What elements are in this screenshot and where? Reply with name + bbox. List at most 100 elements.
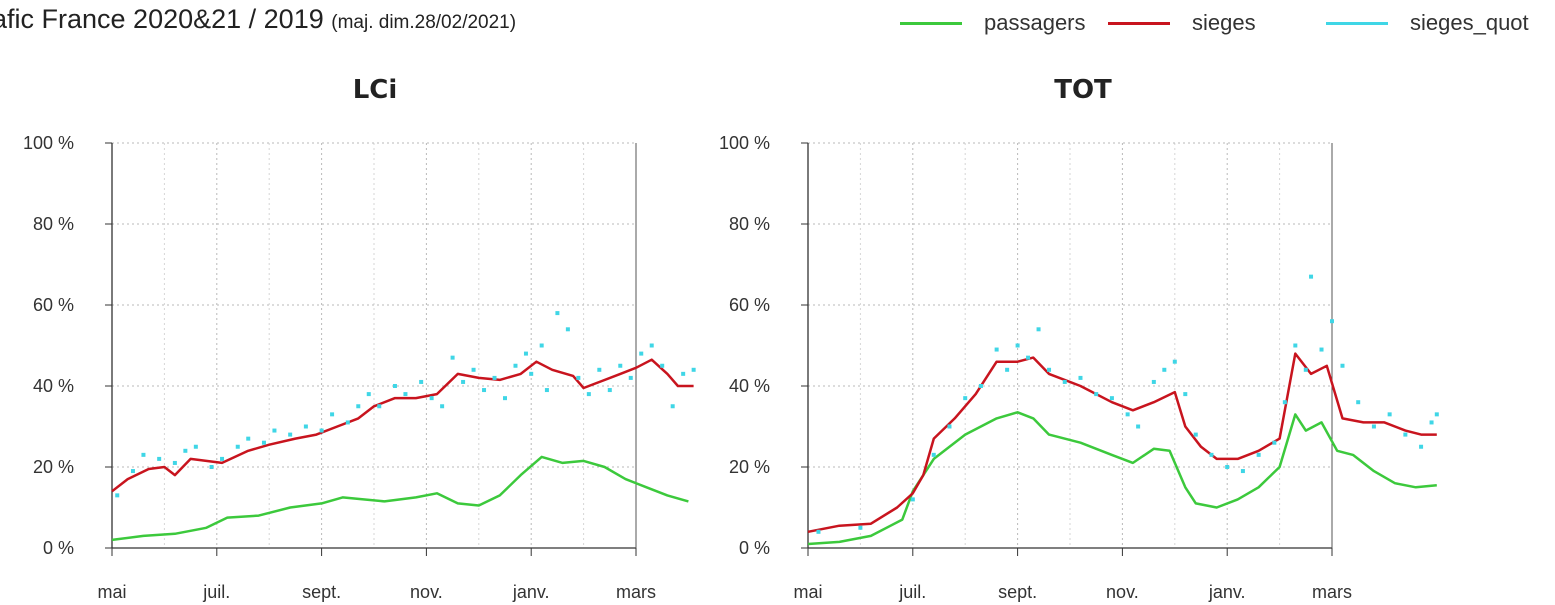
legend-item-sieges-quot: sieges_quot [1326, 8, 1529, 38]
chart-1-point-sieges-quot [193, 444, 198, 449]
chart-1-point-sieges-quot [157, 456, 162, 461]
chart-2-point-sieges-quot [1293, 343, 1298, 348]
chart-2-point-sieges-quot [1429, 420, 1434, 425]
chart-2-point-sieges-quot [1026, 355, 1031, 360]
chart-1-point-sieges-quot [670, 404, 675, 409]
chart-1-point-sieges-quot [628, 375, 633, 380]
chart-2-point-sieges-quot [1125, 412, 1130, 417]
chart-2-x-tick-label: sept. [998, 582, 1037, 602]
chart-1-point-sieges-quot [429, 396, 434, 401]
chart-1-point-sieges-quot [461, 379, 466, 384]
chart-2-point-sieges-quot [1047, 367, 1052, 372]
chart-1-point-sieges-quot [503, 396, 507, 401]
chart-2-series-passagers [807, 411, 1437, 546]
page-subtitle: (maj. dim.28/02/2021) [331, 12, 517, 33]
chart-2: TOT 0 % 20 % 40 % 60 % 80 % 100 % mai juil. sept.… [719, 75, 1439, 602]
chart-2-y-tick-label: 80 % [729, 214, 770, 234]
chart-2-point-sieges-quot [1434, 412, 1439, 417]
chart-1-point-sieges-quot [183, 448, 188, 453]
chart-2-point-sieges-quot [947, 424, 952, 429]
chart-2-point-sieges-quot [931, 452, 936, 457]
chart-2-point-sieges-quot [1387, 412, 1392, 417]
chart-2-x-tick-label: mars [1312, 582, 1352, 602]
chart-2-point-sieges-quot [1240, 469, 1245, 474]
chart-1-point-sieges-quot [115, 493, 120, 498]
chart-1-point-sieges-quot [544, 388, 549, 393]
legend-swatch-passagers [900, 21, 962, 25]
chart-1-point-sieges-quot [471, 367, 476, 372]
chart-1-point-sieges-quot [141, 452, 146, 457]
chart-2-point-sieges-quot [1183, 392, 1188, 397]
chart-1-point-sieges-quot [555, 311, 560, 316]
chart-1-point-sieges-quot [586, 392, 591, 397]
chart-1-point-sieges-quot [235, 444, 240, 449]
chart-1-point-sieges-quot [130, 469, 135, 474]
chart-2-point-sieges-quot [1005, 367, 1010, 372]
chart-2-point-sieges-quot [1272, 440, 1277, 445]
chart-1-point-sieges-quot [356, 404, 361, 409]
chart-2-point-sieges-quot [1036, 327, 1041, 332]
legend-label-sieges: sieges [1192, 10, 1256, 35]
chart-2-title: TOT [1054, 75, 1112, 105]
chart-2-point-sieges-quot [1209, 452, 1214, 457]
chart-2-point-sieges-quot [816, 529, 821, 534]
chart-1-point-sieges-quot [513, 363, 518, 368]
chart-1-point-sieges-quot [272, 428, 277, 433]
chart-2-point-sieges-quot [1371, 424, 1376, 429]
legend-label-passagers: passagers [984, 10, 1086, 35]
chart-1-point-sieges-quot [440, 404, 445, 409]
chart-2-point-sieges-quot [1225, 465, 1230, 469]
chart-2-point-sieges-quot [910, 497, 915, 502]
chart-1-title: LCi [353, 75, 398, 105]
chart-1-y-tick-label: 80 % [33, 214, 74, 234]
chart-1-point-sieges-quot [492, 375, 497, 380]
chart-2-series-sieges [807, 352, 1437, 534]
chart-1-y-tick-label: 0 % [43, 538, 74, 558]
chart-2-point-sieges-quot [1151, 379, 1156, 384]
chart-1-point-sieges-quot [597, 367, 602, 372]
chart-2-point-sieges-quot [1356, 400, 1361, 405]
chart-2-point-sieges-quot [1162, 367, 1167, 372]
page-title: afic France 2020&21 / 2019 (maj. dim.28/… [0, 4, 516, 35]
chart-2-point-sieges-quot [1309, 274, 1314, 279]
chart-1-point-sieges-quot [220, 456, 225, 461]
chart-2-point-sieges-quot [1330, 319, 1334, 324]
chart-2-point-sieges-quot [858, 525, 863, 530]
chart-1-point-sieges-quot [529, 371, 534, 376]
chart-1-point-sieges-quot [377, 404, 382, 409]
chart-2-y-tick-label: 40 % [729, 376, 770, 396]
chart-1-series-sieges [111, 358, 694, 493]
chart-1-point-sieges-quot [319, 428, 324, 433]
chart-1-point-sieges-quot [539, 343, 544, 348]
chart-2-point-sieges-quot [1094, 392, 1099, 397]
chart-1-y-tick-label: 60 % [33, 295, 74, 315]
chart-1-point-sieges-quot [639, 351, 644, 356]
chart-1-point-sieges-quot [523, 351, 528, 356]
chart-1-point-sieges-quot [392, 384, 397, 388]
chart-1-series-passagers [111, 455, 689, 542]
chart-1-point-sieges-quot [261, 440, 266, 445]
chart-1-point-sieges-quot [660, 363, 665, 368]
chart-2-point-sieges-quot [1062, 379, 1067, 384]
chart-2-x-tick-label: nov. [1106, 582, 1139, 602]
chart-1-x-tick-label: juil. [202, 582, 230, 602]
chart-1-x-tick-label: janv. [512, 582, 550, 602]
chart-2-point-sieges-quot [1015, 343, 1020, 348]
chart-1-point-sieges-quot [209, 465, 214, 469]
chart-1-point-sieges-quot [403, 392, 408, 397]
chart-2-y-tick-label: 20 % [729, 457, 770, 477]
chart-1-point-sieges-quot [366, 392, 371, 397]
chart-1-point-sieges-quot [303, 424, 308, 429]
legend-label-sieges-quot: sieges_quot [1410, 10, 1529, 35]
chart-1-point-sieges-quot [172, 460, 177, 465]
chart-1-point-sieges-quot [482, 388, 487, 393]
chart-1-point-sieges-quot [450, 355, 455, 360]
chart-2-point-sieges-quot [1340, 363, 1345, 368]
legend-item-passagers: passagers [900, 8, 1086, 38]
chart-1-y-tick-label: 40 % [33, 376, 74, 396]
chart-2-point-sieges-quot [1319, 347, 1324, 352]
chart-2-point-sieges-quot [1136, 424, 1141, 429]
chart-1-y-tick-label: 20 % [33, 457, 74, 477]
chart-1-point-sieges-quot [565, 327, 570, 332]
